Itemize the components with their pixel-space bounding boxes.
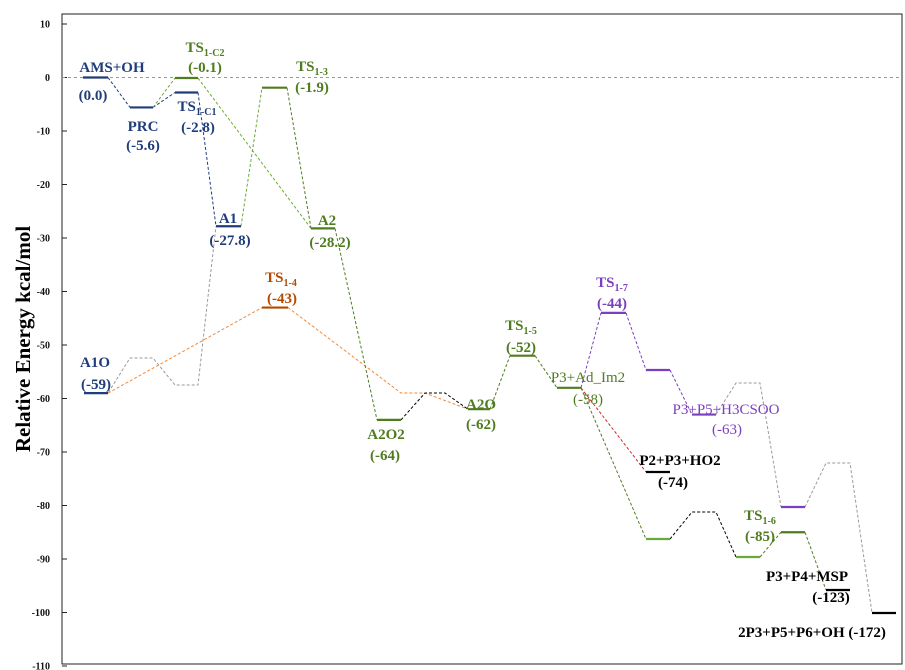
- level-value-ts15: (-52): [506, 340, 536, 356]
- y-tick-label: 10: [40, 20, 50, 31]
- energy-levels: [83, 76, 896, 615]
- connector-line: [152, 77, 176, 108]
- y-tick-label: 0: [45, 73, 50, 84]
- y-tick-label: -80: [37, 501, 50, 512]
- level-name-ts15: TS1-5: [505, 318, 537, 337]
- connector-lines: [84, 77, 873, 614]
- connector-line: [197, 77, 312, 229]
- level-name-2p3p5p6oh: 2P3+P5+P6+OH (-172): [738, 625, 886, 641]
- level-value-p3adim2: (-58): [573, 392, 603, 408]
- level-name-ams: AMS+OH: [79, 60, 145, 76]
- y-axis-ticks: 10 0 -10 -20 -30 -40 -50 -60 -70 -80 -90 -100 -110: [32, 20, 67, 670]
- connector-path: [400, 392, 469, 421]
- connector-path: [669, 511, 737, 558]
- y-tick-label: -40: [37, 287, 50, 298]
- y-tick-label: -70: [37, 448, 50, 459]
- level-value-p3p5h3csoo: (-63): [712, 422, 742, 438]
- y-tick-label: -60: [37, 394, 50, 405]
- level-name-p3p4msp: P3+P4+MSP: [766, 569, 848, 585]
- y-tick-label: -30: [37, 234, 50, 245]
- level-name-a1o: A1O: [80, 355, 110, 371]
- y-tick-label: -90: [37, 555, 50, 566]
- connector-path: [625, 312, 647, 371]
- connector-path: [580, 387, 647, 540]
- plot-frame: [61, 13, 903, 665]
- level-labels: AMS+OH (0.0) PRC (-5.6) TS1-C2(-0.1) TS1-C1 (-…: [79, 40, 886, 641]
- connector-path: [804, 532, 827, 591]
- connector-path: [286, 87, 312, 229]
- level-name-ts14: TS1-4: [265, 270, 297, 289]
- connector-line: [240, 87, 263, 227]
- level-name-a2: A2: [318, 213, 336, 229]
- connector-line: [534, 355, 558, 389]
- connector-line: [152, 92, 176, 108]
- level-name-ts16: TS1-6: [744, 508, 776, 527]
- level-value-a2: (-28.2): [309, 235, 350, 251]
- level-value-ts14: (-43): [267, 291, 297, 307]
- y-axis-label: Relative Energy kcal/mol: [11, 226, 35, 452]
- y-tick-label: -10: [37, 127, 50, 138]
- connector-line: [107, 77, 131, 108]
- level-name-tsc1: TS1-C1: [178, 99, 217, 118]
- level-value-tsc2: (-0.1): [188, 60, 222, 76]
- level-value-a1o: (-59): [81, 377, 111, 393]
- y-tick-label: -50: [37, 341, 50, 352]
- level-value-ts17: (-44): [597, 296, 627, 312]
- level-name-prc: PRC: [128, 119, 159, 135]
- level-value-a2o2: (-64): [370, 448, 400, 464]
- level-value-ams: (0.0): [79, 88, 108, 104]
- level-name-a2o: A2O: [466, 397, 496, 413]
- level-value-ts13: (-1.9): [295, 80, 329, 96]
- level-name-p3adim2: P3+Ad_Im2: [551, 370, 625, 386]
- level-value-tsc1: (-2.8): [181, 120, 215, 136]
- connector-path: [759, 531, 782, 558]
- connector-path: [334, 228, 378, 421]
- level-value-ts16: (-85): [745, 529, 775, 545]
- connector-line: [197, 92, 217, 227]
- connector-line: [580, 387, 647, 473]
- y-tick-label: -20: [37, 180, 50, 191]
- level-name-ts13: TS1-3: [296, 59, 328, 78]
- connector-path: [287, 307, 469, 410]
- level-name-p3p5h3csoo: P3+P5+H3CSOO: [673, 402, 780, 418]
- level-value-p2p3ho2: (-74): [658, 475, 688, 491]
- level-name-p2p3ho2: P2+P3+HO2: [639, 453, 720, 469]
- level-value-prc: (-5.6): [126, 138, 160, 154]
- level-value-a1: (-27.8): [209, 233, 250, 249]
- level-name-ts17: TS1-7: [596, 275, 628, 294]
- level-value-p3p4msp: (-123): [812, 590, 850, 606]
- level-value-a2o: (-62): [466, 417, 496, 433]
- connector-path: [669, 369, 693, 415]
- level-name-a1: A1: [219, 211, 237, 227]
- level-name-a2o2: A2O2: [367, 427, 405, 443]
- connector-line: [580, 312, 602, 388]
- y-tick-label: -100: [32, 608, 50, 619]
- level-name-tsc2: TS1-C2: [186, 40, 225, 59]
- connector-path: [84, 226, 217, 394]
- y-tick-label: -110: [32, 662, 50, 670]
- connector-line: [107, 307, 263, 394]
- connector-line: [489, 355, 511, 410]
- connector-path: [804, 462, 873, 614]
